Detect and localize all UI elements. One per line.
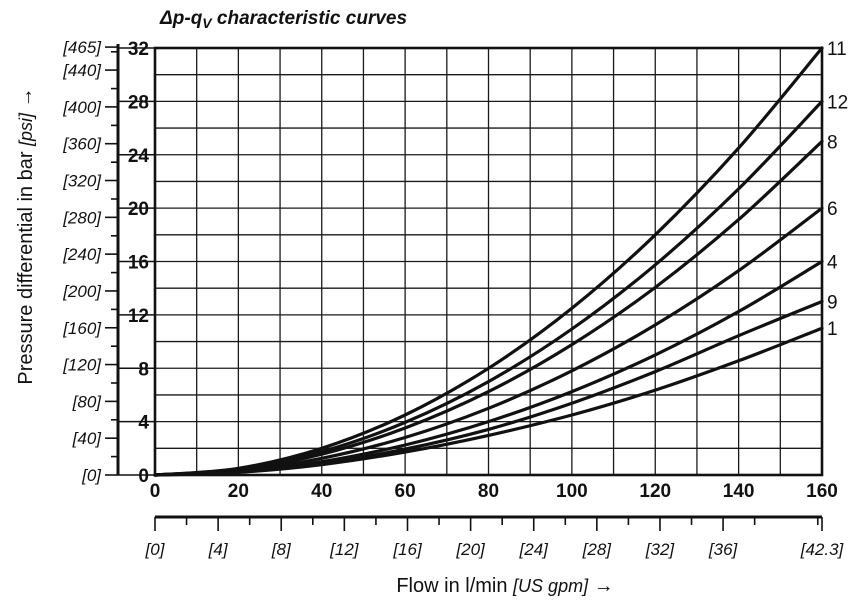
x-axis: 0 20 40 60 80 100 120 140 160 [0] [4] [8] [12] [16] [2… bbox=[145, 481, 845, 559]
x-tick-label: 140 bbox=[723, 481, 755, 502]
y-tick-label: 0 bbox=[138, 466, 149, 487]
series-label-1: 1 bbox=[827, 319, 838, 340]
psi-tick-label: [440] bbox=[62, 61, 102, 80]
x-tick-label: 100 bbox=[556, 481, 588, 502]
psi-tick-label: [120] bbox=[62, 356, 102, 375]
series-label-4: 4 bbox=[827, 253, 838, 274]
y-tick-label: 24 bbox=[128, 146, 150, 167]
psi-tick-label: [40] bbox=[72, 429, 103, 448]
psi-tick-label: [320] bbox=[62, 172, 102, 191]
gpm-tick-label: [36] bbox=[708, 540, 739, 559]
y-tick-label: 8 bbox=[138, 359, 149, 380]
y-tick-label: 20 bbox=[128, 199, 149, 220]
psi-tick-label: [360] bbox=[62, 135, 102, 154]
gpm-tick-label: [28] bbox=[582, 540, 613, 559]
y-tick-label: 16 bbox=[128, 253, 149, 274]
curves: 11 12 8 6 4 9 1 bbox=[153, 39, 848, 477]
x-tick-label: 60 bbox=[395, 481, 416, 502]
y-axis-title: Pressure differential in bar [psi] → bbox=[15, 87, 37, 384]
gpm-tick-label: [20] bbox=[455, 540, 486, 559]
gpm-tick-label: [42.3] bbox=[800, 540, 845, 559]
psi-tick-label: [465] bbox=[62, 38, 102, 57]
series-label-12: 12 bbox=[827, 92, 848, 113]
series-line-8 bbox=[153, 139, 824, 477]
y-tick-label: 28 bbox=[128, 92, 149, 113]
chart-title: Δp-qV characteristic curves bbox=[159, 8, 407, 31]
y-tick-label: 32 bbox=[128, 39, 149, 60]
series-label-9: 9 bbox=[827, 293, 838, 314]
series-label-6: 6 bbox=[827, 199, 838, 220]
psi-tick-label: [280] bbox=[62, 208, 102, 227]
y-tick-label: 12 bbox=[128, 306, 149, 327]
grid bbox=[153, 46, 824, 477]
psi-tick-label: [400] bbox=[62, 98, 102, 117]
psi-tick-label: [0] bbox=[81, 466, 102, 485]
gpm-tick-label: [16] bbox=[392, 540, 423, 559]
gpm-tick-label: [0] bbox=[145, 540, 166, 559]
gpm-tick-label: [12] bbox=[329, 540, 360, 559]
series-line-1 bbox=[153, 326, 824, 477]
gpm-tick-label: [32] bbox=[645, 540, 676, 559]
x-tick-label: 80 bbox=[478, 481, 499, 502]
x-tick-label: 120 bbox=[639, 481, 671, 502]
y-tick-label: 4 bbox=[138, 413, 149, 434]
gpm-tick-label: [4] bbox=[208, 540, 229, 559]
x-tick-label: 40 bbox=[311, 481, 332, 502]
psi-tick-label: [160] bbox=[62, 319, 102, 338]
x-tick-label: 0 bbox=[150, 481, 161, 502]
psi-tick-label: [200] bbox=[62, 282, 102, 301]
series-label-8: 8 bbox=[827, 132, 838, 153]
x-tick-label: 160 bbox=[806, 481, 838, 502]
x-tick-label: 20 bbox=[228, 481, 249, 502]
y-axis: 0 4 8 12 16 20 24 28 32 [0] [40] [80] [120] [160] [200… bbox=[62, 38, 155, 487]
gpm-tick-label: [24] bbox=[519, 540, 550, 559]
x-axis-title: Flow in l/min [US gpm] → bbox=[396, 575, 613, 597]
series-label-11: 11 bbox=[827, 39, 847, 60]
gpm-tick-label: [8] bbox=[271, 540, 292, 559]
psi-tick-label: [80] bbox=[72, 392, 103, 411]
psi-tick-label: [240] bbox=[62, 245, 102, 264]
